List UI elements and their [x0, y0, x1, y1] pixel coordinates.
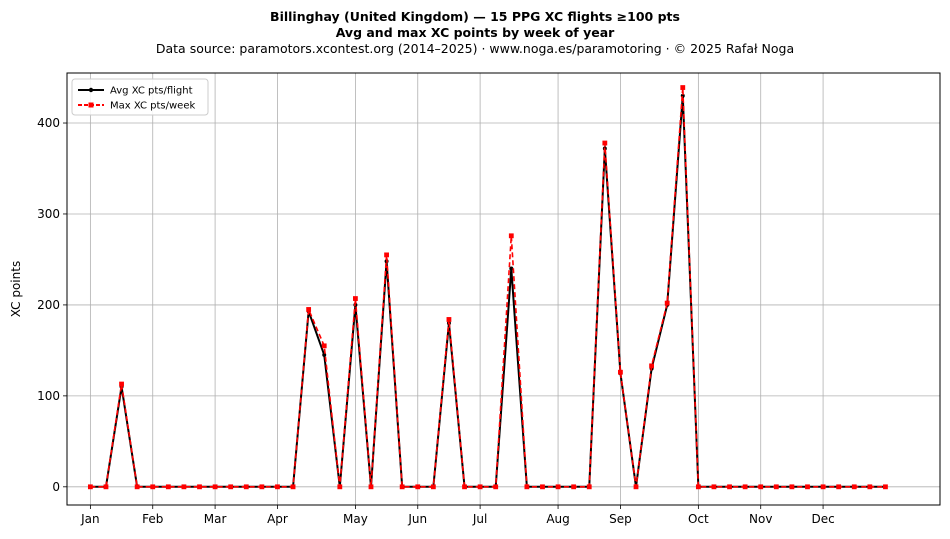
data-point	[649, 363, 654, 369]
data-point	[150, 484, 156, 490]
y-tick-label: 100	[37, 389, 60, 403]
data-point	[695, 484, 701, 490]
legend-label: Max XC pts/week	[110, 101, 195, 112]
data-point	[290, 484, 296, 490]
data-point	[883, 484, 888, 490]
data-point	[368, 484, 374, 490]
x-tick-label: Mar	[204, 512, 227, 526]
chart-subtitle: Avg and max XC points by week of year	[335, 25, 615, 40]
x-tick-label: Feb	[142, 512, 163, 526]
data-point	[586, 484, 592, 490]
data-source-note: Data source: paramotors.xcontest.org (20…	[155, 41, 795, 56]
data-point	[789, 484, 795, 490]
data-point	[836, 484, 842, 490]
data-point	[399, 484, 405, 490]
y-tick-label: 200	[37, 298, 60, 312]
y-tick-label: 300	[37, 207, 60, 221]
data-point	[508, 233, 514, 239]
x-axis: Jan Feb Mar Apr May Jun Jul Aug Sep Oct Nov Dec	[80, 505, 835, 526]
data-point	[477, 484, 483, 490]
data-point	[711, 484, 717, 490]
data-point	[462, 484, 467, 490]
data-point	[727, 484, 732, 490]
data-point	[851, 484, 857, 490]
data-point	[103, 484, 109, 490]
data-point	[165, 484, 171, 490]
data-point	[430, 484, 436, 490]
y-tick-label: 0	[52, 480, 60, 494]
data-point	[820, 484, 826, 490]
x-tick-label: Aug	[546, 512, 569, 526]
data-point	[509, 266, 514, 271]
data-point	[618, 369, 623, 375]
legend-marker	[88, 102, 94, 108]
data-point	[633, 484, 639, 490]
data-point	[805, 484, 810, 490]
data-point	[197, 484, 202, 490]
legend: Avg XC pts/flight Max XC pts/week	[71, 78, 209, 116]
data-point	[243, 484, 249, 490]
data-point	[540, 484, 545, 490]
data-point	[446, 317, 452, 322]
data-point	[742, 484, 748, 490]
chart-title: Billinghay (United Kingdom) — 15 PPG XC …	[270, 9, 680, 24]
x-tick-label: Jun	[407, 512, 427, 526]
data-point	[228, 484, 234, 490]
data-point	[571, 484, 577, 490]
data-point	[275, 484, 280, 490]
data-point	[773, 484, 779, 490]
x-tick-label: Nov	[749, 512, 772, 526]
data-point	[555, 484, 561, 490]
y-tick-label: 400	[37, 116, 60, 130]
data-point	[758, 484, 764, 490]
title-block: Billinghay (United Kingdom) — 15 PPG XC …	[0, 9, 950, 57]
data-point	[384, 252, 389, 258]
series-avg	[88, 93, 888, 489]
x-tick-label: Jan	[80, 512, 100, 526]
x-tick-label: Dec	[811, 512, 834, 526]
data-point	[602, 140, 608, 146]
data-point	[134, 484, 140, 490]
data-point	[493, 484, 499, 490]
legend-label: Avg XC pts/flight	[110, 86, 193, 97]
y-axis-label: XC points	[9, 261, 23, 317]
grid-lines	[67, 73, 940, 505]
data-point	[867, 484, 873, 490]
x-tick-label: Oct	[688, 512, 709, 526]
legend-marker	[88, 87, 94, 93]
series-line	[90, 86, 886, 488]
data-point	[337, 484, 343, 490]
data-point	[415, 484, 421, 490]
data-point	[353, 296, 358, 301]
data-point	[87, 484, 93, 490]
data-point	[259, 484, 265, 490]
x-tick-label: Jul	[472, 512, 487, 526]
y-axis: 0 100 200 300 400	[37, 116, 67, 494]
x-tick-label: Sep	[609, 512, 632, 526]
data-point	[119, 381, 124, 387]
series-max	[87, 85, 888, 490]
series-layer	[87, 85, 888, 490]
data-point	[181, 484, 187, 490]
data-point	[524, 484, 530, 490]
data-point	[680, 85, 686, 90]
x-tick-label: May	[343, 512, 368, 526]
series-line	[90, 94, 886, 488]
data-point	[664, 300, 670, 306]
plot-frame	[66, 72, 941, 506]
data-point	[321, 343, 327, 349]
data-point	[322, 352, 327, 357]
x-tick-label: Apr	[267, 512, 288, 526]
legend-box	[71, 78, 209, 116]
data-point	[212, 484, 218, 490]
data-point	[306, 307, 312, 312]
